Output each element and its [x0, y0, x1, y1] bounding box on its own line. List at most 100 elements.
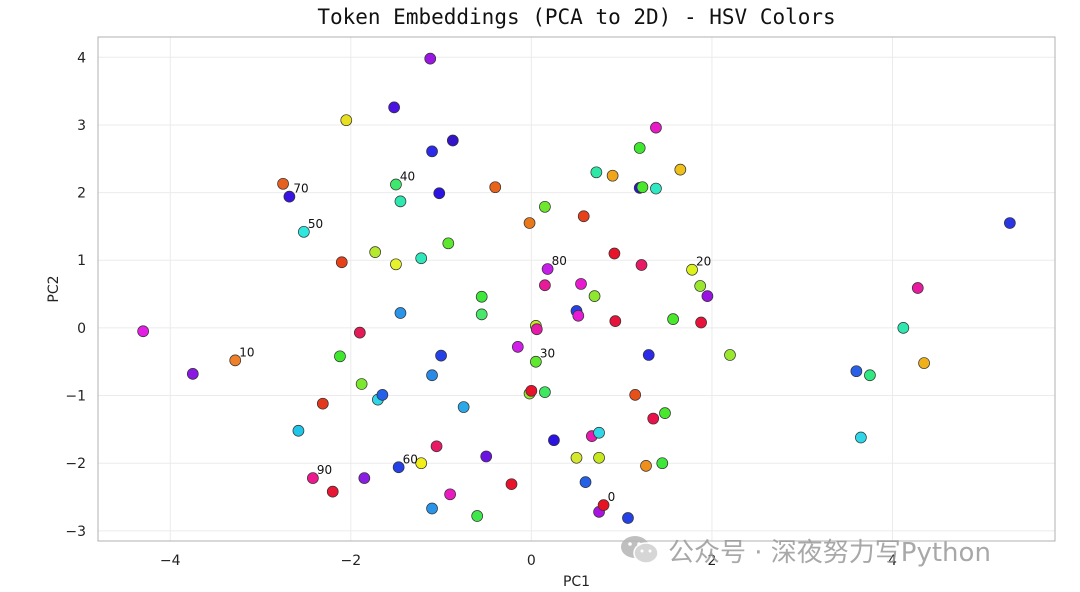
data-point [489, 181, 502, 194]
point-label: 40 [400, 169, 415, 183]
y-tick-label: 4 [77, 50, 86, 66]
point-labels: 10 70 50 90 40 60 30 80 0 20 [239, 169, 711, 504]
data-point [539, 386, 551, 399]
x-tick-label: −4 [160, 553, 181, 569]
data-point [897, 322, 910, 334]
data-point [376, 389, 389, 401]
data-point [667, 313, 679, 325]
grid [98, 37, 1055, 541]
point-label: 20 [696, 255, 711, 269]
data-point [525, 384, 538, 397]
data-point [530, 323, 543, 336]
data-point [292, 424, 305, 437]
data-point [864, 369, 876, 382]
data-point [523, 217, 536, 229]
data-point [435, 349, 447, 362]
data-point [570, 451, 583, 464]
data-point [636, 181, 649, 194]
point-label: 0 [608, 490, 616, 504]
watermark-text: 公众号 · 深夜努力写Python [668, 537, 991, 568]
data-point [695, 316, 707, 329]
data-point [590, 166, 603, 179]
data-point [433, 187, 446, 200]
data-point [340, 114, 353, 127]
data-point [1004, 217, 1016, 229]
data-point [647, 412, 660, 425]
data-point [353, 326, 366, 339]
data-point [635, 259, 648, 271]
y-tick-label: 3 [77, 118, 86, 134]
data-point [444, 488, 456, 501]
data-point [577, 210, 590, 223]
data-point [457, 401, 470, 413]
data-point [415, 252, 428, 265]
data-point [277, 177, 289, 190]
data-point [593, 451, 605, 464]
data-point [430, 440, 443, 453]
data-point [369, 246, 382, 258]
y-tick-label: −2 [65, 456, 86, 472]
data-point [335, 256, 348, 269]
data-point [471, 510, 484, 522]
y-tick-label: −3 [65, 524, 86, 540]
data-point [475, 290, 488, 303]
data-point [334, 350, 346, 363]
data-point [355, 378, 368, 390]
y-tick-label: 2 [77, 186, 86, 202]
data-point [674, 163, 687, 176]
data-point [394, 195, 407, 208]
data-point [446, 134, 459, 147]
data-point [415, 457, 428, 470]
data-point [137, 325, 149, 338]
data-point [475, 308, 488, 321]
x-tick-label: 4 [888, 553, 897, 569]
data-point [622, 512, 634, 524]
data-point [539, 279, 551, 292]
data-point [629, 389, 642, 401]
data-point [283, 190, 296, 203]
data-point [575, 278, 587, 290]
data-point [426, 369, 438, 382]
data-point [388, 101, 400, 114]
y-tick-label: 1 [77, 253, 86, 269]
data-point [530, 355, 542, 368]
data-point [392, 461, 405, 474]
point-label: 80 [552, 254, 567, 268]
data-point [911, 282, 924, 294]
data-point [426, 502, 438, 515]
point-label: 60 [403, 452, 418, 466]
data-point [579, 476, 592, 488]
data-point [588, 290, 601, 302]
data-point [608, 247, 621, 260]
x-tick-label: −2 [340, 553, 361, 569]
data-point [855, 431, 867, 444]
data-point [424, 52, 437, 65]
data-point [358, 472, 371, 484]
wechat-icon [620, 533, 660, 567]
data-point [505, 478, 518, 491]
data-point [701, 290, 714, 302]
point-label: 70 [293, 182, 308, 196]
data-point [541, 263, 554, 275]
chart-title: Token Embeddings (PCA to 2D) - HSV Color… [317, 5, 835, 29]
data-point [659, 407, 671, 419]
data-point [572, 309, 585, 322]
data-point [480, 450, 493, 463]
y-ticks: −3 −2 −1 0 1 2 3 4 [65, 50, 86, 540]
data-point [609, 315, 622, 327]
x-axis-label: PC1 [563, 574, 590, 590]
x-tick-label: 0 [527, 553, 536, 569]
point-label: 10 [239, 345, 254, 359]
data-point [642, 349, 655, 361]
x-ticks: −4 −2 0 2 4 [160, 553, 897, 569]
data-point [307, 472, 319, 484]
data-point [918, 357, 930, 369]
data-point [650, 121, 662, 134]
data-point [186, 368, 199, 380]
data-point [326, 485, 339, 498]
data-point [539, 200, 551, 213]
data-point [394, 307, 407, 319]
data-point [650, 182, 662, 195]
data-point [686, 263, 698, 276]
